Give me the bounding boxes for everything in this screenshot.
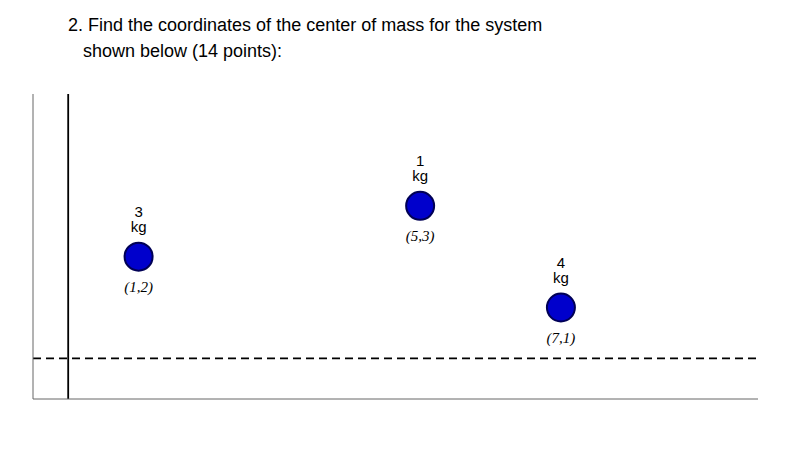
svg-text:3kg: 3kg [131, 203, 147, 235]
html-text:2. Find the coordinates of the: 2. Find the coordinates of the center of… [68, 15, 543, 35]
svg-text:1kg: 1kg [412, 152, 428, 184]
svg-text:(1,2): (1,2) [124, 279, 153, 296]
html-text:shown below (14 points):: shown below (14 points): [68, 41, 283, 61]
svg-text:4kg: 4kg [553, 254, 569, 286]
svg-text:(7,1): (7,1) [547, 330, 576, 347]
svg-text:(5,3): (5,3) [406, 228, 435, 245]
